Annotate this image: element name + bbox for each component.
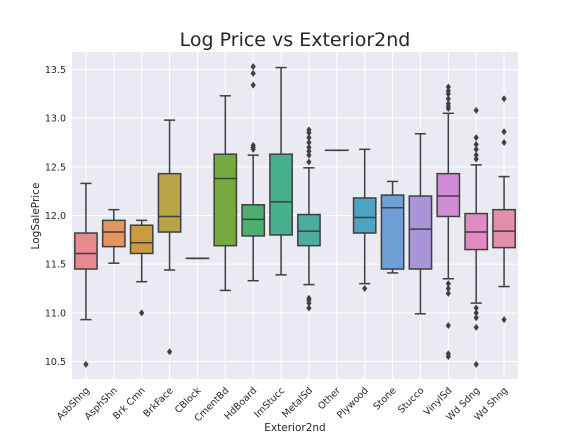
box-plywood	[352, 148, 377, 292]
outlier-point	[473, 309, 479, 317]
y-tick-label: 11.0	[45, 308, 66, 319]
outlier-point	[473, 155, 479, 163]
y-tick-label: 13.0	[45, 114, 66, 125]
box-iqr	[408, 195, 433, 270]
box-hdboard	[241, 63, 266, 282]
outlier-point	[445, 87, 451, 95]
y-tick-labels: 10.5 11.0 11.5 12.0 12.5 13.0 13.5	[45, 65, 66, 368]
outlier-point	[250, 81, 256, 89]
box-iqr	[157, 172, 182, 233]
outlier-point	[501, 316, 507, 324]
y-tick-label: 11.5	[45, 260, 66, 271]
box-iqr	[129, 224, 154, 255]
y-tick-label: 12.5	[45, 162, 66, 173]
y-axis-label: LogSalePrice	[30, 183, 42, 250]
outlier-point	[306, 151, 312, 159]
outlier-point	[445, 321, 451, 329]
outlier-point	[501, 128, 507, 136]
box-brk-cmn	[129, 219, 154, 317]
x-axis-label: Exterior2nd	[264, 422, 325, 432]
outlier-point	[250, 69, 256, 77]
outlier-point	[306, 294, 312, 302]
box-iqr	[436, 172, 461, 218]
outlier-point	[445, 284, 451, 292]
y-tick-label: 13.5	[45, 65, 66, 76]
box-cmentbd	[213, 95, 238, 292]
outlier-point	[445, 83, 451, 91]
outlier-point	[445, 95, 451, 103]
outlier-point	[473, 134, 479, 142]
outlier-point	[306, 158, 312, 166]
outlier-point	[501, 139, 507, 147]
outlier-point	[473, 140, 479, 148]
outlier-point	[83, 360, 89, 368]
box-wd-shng	[492, 95, 516, 324]
box-iqr	[297, 213, 321, 247]
chart-title: Log Price vs Exterior2nd	[180, 29, 411, 51]
box-asphshn	[101, 208, 126, 264]
outlier-point	[473, 106, 479, 114]
y-tick-label: 12.0	[45, 211, 66, 222]
box-wd-sdng	[464, 106, 489, 368]
boxes-group	[74, 63, 516, 368]
box-vinylsd	[436, 83, 461, 361]
box-imstucc	[269, 66, 293, 276]
outlier-point	[306, 147, 312, 155]
outlier-point	[445, 100, 451, 108]
outlier-point	[445, 280, 451, 288]
outlier-point	[250, 141, 256, 149]
box-iqr	[74, 232, 98, 270]
outlier-point	[501, 95, 507, 103]
box-iqr	[213, 153, 238, 247]
outlier-point	[445, 350, 451, 358]
outlier-point	[306, 126, 312, 134]
box-iqr	[380, 194, 405, 270]
y-tick-label: 10.5	[45, 357, 66, 368]
box-asbshng	[74, 182, 98, 368]
outlier-point	[473, 314, 479, 322]
outlier-point	[139, 309, 145, 317]
outlier-point	[306, 304, 312, 312]
outlier-point	[445, 289, 451, 297]
outlier-point	[306, 143, 312, 151]
box-stucco	[408, 133, 433, 315]
box-brkface	[157, 119, 182, 356]
outlier-point	[306, 139, 312, 147]
box-iqr	[241, 204, 266, 237]
outlier-point	[473, 145, 479, 153]
box-iqr	[269, 153, 293, 236]
box-iqr	[101, 219, 126, 248]
box-metalsd	[297, 126, 321, 312]
outlier-point	[250, 63, 256, 71]
box-iqr	[352, 197, 377, 234]
outlier-point	[166, 348, 173, 356]
outlier-point	[362, 284, 368, 292]
outlier-point	[473, 151, 479, 159]
box-iqr	[492, 208, 516, 249]
outlier-point	[473, 304, 479, 312]
box-stone	[380, 180, 405, 274]
outlier-point	[473, 323, 479, 331]
outlier-point	[306, 134, 312, 142]
outlier-point	[473, 360, 479, 368]
